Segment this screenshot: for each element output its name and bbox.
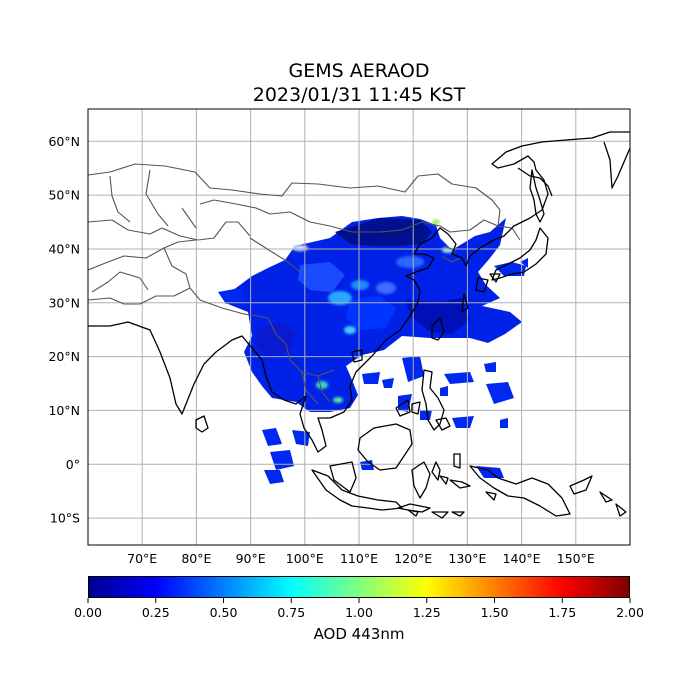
aod-scatter-patches (218, 258, 528, 484)
colorbar-tick-label: 1.75 (548, 605, 576, 620)
lon-tick-label: 110°E (340, 551, 378, 566)
lon-tick-label: 150°E (557, 551, 595, 566)
lon-tick-label: 80°E (181, 551, 211, 566)
map-frame (87, 108, 631, 546)
colorbar-tick-marks: 0.00 0.25 0.50 0.75 1.00 1.25 1.50 1.75 2.00 (74, 598, 644, 620)
colorbar-tick-label: 0.00 (74, 605, 102, 620)
colorbar-tick-label: 0.75 (277, 605, 305, 620)
latitude-tick-labels: 60°N 50°N 40°N 30°N 20°N 10°N 0° 10°S (48, 134, 80, 526)
lat-tick-label: 60°N (48, 134, 80, 149)
longitude-tick-labels: 70°E 80°E 90°E 100°E 110°E 120°E 130°E 140°E 150… (127, 551, 595, 566)
lon-tick-label: 140°E (503, 551, 541, 566)
lat-tick-label: 0° (66, 457, 80, 472)
lon-tick-label: 120°E (394, 551, 432, 566)
lat-tick-label: 20°N (48, 349, 80, 364)
aod-data-field (218, 216, 528, 484)
lat-tick-label: 50°N (48, 188, 80, 203)
graticule (88, 109, 630, 545)
country-borders (88, 163, 521, 405)
lon-tick-label: 90°E (236, 551, 266, 566)
colorbar-tick-label: 1.50 (481, 605, 509, 620)
colorbar-tick-label: 0.50 (210, 605, 238, 620)
map-title-line2: 2023/01/31 11:45 KST (252, 84, 466, 106)
colorbar-tick-label: 0.25 (142, 605, 170, 620)
colorbar-tick-label: 1.00 (345, 605, 373, 620)
lon-tick-label: 130°E (448, 551, 486, 566)
lat-tick-label: 40°N (48, 241, 80, 256)
map-title-line1: GEMS AERAOD (288, 60, 430, 82)
colorbar-label: AOD 443nm (313, 625, 405, 643)
lat-tick-label: 10°N (48, 403, 80, 418)
colorbar (88, 576, 630, 598)
lat-tick-label: 30°N (48, 295, 80, 310)
coastlines (88, 131, 630, 519)
lat-tick-label: 10°S (50, 511, 80, 526)
colorbar-tick-label: 1.25 (413, 605, 441, 620)
lon-tick-label: 100°E (286, 551, 324, 566)
lon-tick-label: 70°E (127, 551, 157, 566)
colorbar-tick-label: 2.00 (616, 605, 644, 620)
